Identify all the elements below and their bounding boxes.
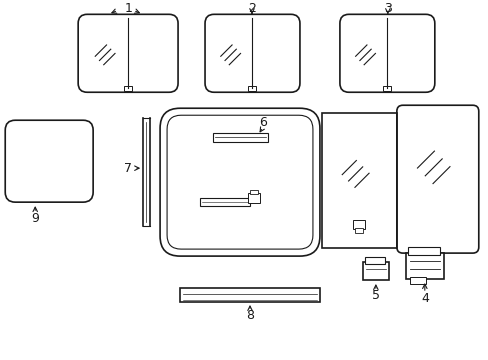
Bar xyxy=(405,253,443,279)
FancyBboxPatch shape xyxy=(339,14,434,92)
Bar xyxy=(249,190,258,194)
FancyBboxPatch shape xyxy=(5,120,93,202)
FancyBboxPatch shape xyxy=(78,14,178,92)
Bar xyxy=(248,86,256,91)
Text: 9: 9 xyxy=(31,212,39,225)
Bar xyxy=(321,113,396,248)
FancyBboxPatch shape xyxy=(204,14,299,92)
Text: 2: 2 xyxy=(247,2,255,15)
Bar xyxy=(354,228,362,233)
Text: 7: 7 xyxy=(124,162,132,175)
FancyBboxPatch shape xyxy=(160,108,319,256)
Bar xyxy=(180,288,319,302)
FancyBboxPatch shape xyxy=(167,115,312,249)
Text: 5: 5 xyxy=(371,289,379,302)
Bar xyxy=(247,193,260,203)
Text: 1: 1 xyxy=(124,2,132,15)
Text: 6: 6 xyxy=(259,116,266,129)
Text: 3: 3 xyxy=(383,2,391,15)
Bar xyxy=(124,86,132,91)
FancyBboxPatch shape xyxy=(396,105,478,253)
Bar xyxy=(352,220,364,229)
Bar xyxy=(407,247,439,255)
Text: 8: 8 xyxy=(245,309,253,321)
Bar xyxy=(213,133,267,142)
Bar xyxy=(200,198,249,206)
Bar xyxy=(364,257,384,264)
Bar xyxy=(409,277,425,284)
Bar xyxy=(383,86,390,91)
Text: 4: 4 xyxy=(420,292,428,305)
Bar xyxy=(362,262,388,280)
